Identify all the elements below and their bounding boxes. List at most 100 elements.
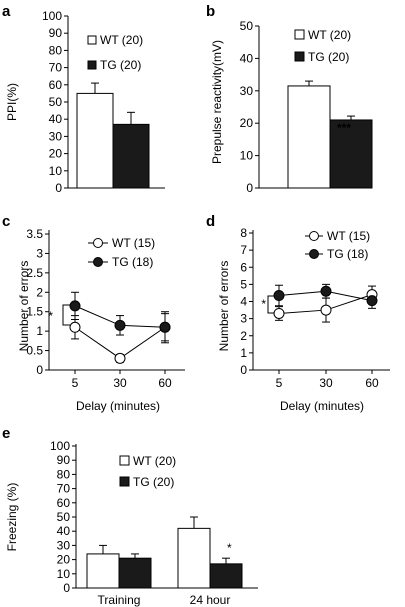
panel-c-legend-tg: TG (18)	[112, 255, 153, 269]
panel-a-legend-tg-swatch	[87, 60, 97, 70]
panel-d-legend-wt-marker	[309, 231, 319, 241]
panel-d-point	[366, 295, 378, 307]
panel-b-ytick-label: 50	[240, 19, 254, 33]
panel-c-ytick-label: 1	[36, 324, 43, 338]
panel-c-legend-tg-marker	[93, 257, 103, 267]
panel-d-ytick-label: 6	[240, 260, 247, 274]
panel-d-point	[320, 304, 332, 316]
panel-e-bar	[118, 557, 152, 589]
panel-a-bar	[76, 92, 114, 189]
panel-e-ytick-label: 80	[57, 467, 71, 481]
panel-d-point	[273, 290, 285, 302]
panel-e-ytick-label: 90	[57, 453, 71, 467]
panel-e-ytick-label: 10	[57, 567, 71, 581]
panel-a-ytick-label: 100	[42, 9, 62, 23]
panel-letter-c: c	[2, 213, 10, 230]
panel-c-xlabel: Delay (minutes)	[76, 399, 160, 413]
panel-c-legend: WT (15) TG (18)	[88, 236, 155, 269]
panel-c-point	[159, 321, 171, 333]
panel-letter-a: a	[2, 3, 11, 20]
panel-d-legend: WT (15) TG (18)	[305, 229, 370, 261]
panel-e-ytick-label: 30	[57, 538, 71, 552]
panel-a-ytick-label: 80	[49, 43, 63, 57]
panel-letter-d: d	[206, 213, 215, 230]
panel-b-ytick-label: 20	[240, 116, 254, 130]
panel-a-ytick-label: 40	[49, 112, 63, 126]
panel-d-ytick-label: 1	[240, 346, 247, 360]
panel-b-ylabel: Prepulse reactivity(mV)	[210, 40, 224, 164]
panel-e-ylabel: Freezing (%)	[5, 483, 19, 552]
panel-c-significance: *	[48, 309, 53, 323]
panel-e-legend-wt-swatch	[119, 455, 130, 466]
panel-letter-e: e	[2, 425, 10, 442]
panel-e-legend-tg-swatch	[119, 476, 130, 487]
panel-a-ytick-label: 50	[49, 95, 63, 109]
panel-a-ytick-label: 20	[49, 147, 63, 161]
panel-c-xtick-label: 5	[72, 376, 79, 390]
panel-c-ytick-label: 3.5	[26, 227, 43, 241]
panel-c-ytick-label: 3	[36, 246, 43, 260]
panel-c-ylabel: Number of errors	[17, 261, 31, 352]
panel-d: d Number of errors 0 1 2 3 4 5 6 7 8 5 30 60 Delay…	[206, 213, 390, 413]
panel-c-xtick-label: 30	[113, 376, 127, 390]
panel-e-legend: WT (20) TG (20)	[119, 454, 176, 489]
panel-b-ytick-label: 40	[240, 51, 254, 65]
panel-b-legend-tg-swatch	[294, 51, 305, 62]
panel-a-ytick-label: 70	[49, 61, 63, 75]
panel-c-ytick-label: 1.5	[26, 305, 43, 319]
panel-c: c Number of errors 0 0.5 1 1.5 2 2.5 3 3.5 5 30 6…	[2, 213, 185, 413]
panel-a-legend-wt: WT (20)	[100, 33, 143, 47]
panel-e-ytick-label: 100	[50, 439, 70, 453]
panel-e-bar	[86, 553, 120, 589]
panel-b-ytick-label: 10	[240, 149, 254, 163]
panel-b-bar	[287, 85, 331, 189]
panel-e-xtick-label: Training	[98, 593, 141, 607]
panel-e-ytick-label: 60	[57, 496, 71, 510]
panel-a-ytick-label: 90	[49, 26, 63, 40]
panel-d-point	[320, 285, 332, 297]
panel-c-ytick-label: 2	[36, 285, 43, 299]
panel-d-legend-wt: WT (15)	[327, 229, 370, 243]
panel-a-legend-wt-swatch	[87, 35, 97, 45]
panel-b: b Prepulse reactivity(mV) 0 10 20 30 40 50 **…	[206, 3, 373, 195]
panel-d-ytick-label: 4	[240, 295, 247, 309]
panel-b-ytick-label: 0	[246, 181, 253, 195]
panel-a-ylabel: PPI(%)	[5, 83, 19, 121]
panel-e-bar	[177, 527, 211, 589]
panel-d-xtick-label: 5	[276, 376, 283, 390]
panel-a-ytick-label: 60	[49, 78, 63, 92]
panel-d-significance: *	[261, 297, 266, 311]
panel-b-legend-tg: TG (20)	[308, 50, 349, 64]
panel-c-point	[69, 300, 81, 312]
panel-c-ytick-label: 0.5	[26, 344, 43, 358]
panel-b-legend: WT (20) TG (20)	[294, 28, 351, 64]
panel-a-legend-tg: TG (20)	[100, 58, 141, 72]
panel-d-legend-tg-marker	[309, 249, 319, 259]
panel-a: a PPI(%) 0 10 20 30 40 50 60 70 80 90 100 WT (20) …	[2, 3, 165, 195]
panel-e-ytick-label: 20	[57, 553, 71, 567]
panel-e-legend-tg: TG (20)	[133, 475, 174, 489]
panel-d-ytick-label: 5	[240, 277, 247, 291]
panel-e-bar	[209, 563, 243, 589]
panel-c-legend-wt: WT (15)	[112, 236, 155, 250]
panel-e-legend-wt: WT (20)	[133, 454, 176, 468]
panel-b-legend-wt: WT (20)	[308, 28, 351, 42]
panel-c-ytick-label: 2.5	[26, 266, 43, 280]
panel-d-bracket	[267, 295, 274, 314]
panel-a-legend: WT (20) TG (20)	[87, 33, 143, 72]
panel-letter-b: b	[206, 3, 215, 20]
panel-d-ytick-label: 0	[240, 363, 247, 377]
panel-d-ylabel: Number of errors	[217, 261, 231, 352]
panel-e-significance: *	[227, 541, 232, 555]
panel-e-ytick-label: 70	[57, 482, 71, 496]
panel-d-point	[273, 307, 285, 319]
panel-c-ytick-label: 0	[36, 363, 43, 377]
panel-d-ytick-label: 7	[240, 243, 247, 257]
panel-d-ytick-label: 8	[240, 226, 247, 240]
panel-d-xlabel: Delay (minutes)	[280, 399, 364, 413]
panel-c-bracket	[62, 304, 70, 326]
panel-a-ytick-label: 0	[55, 181, 62, 195]
panel-d-ytick-label: 2	[240, 329, 247, 343]
panel-d-xtick-label: 60	[365, 376, 379, 390]
